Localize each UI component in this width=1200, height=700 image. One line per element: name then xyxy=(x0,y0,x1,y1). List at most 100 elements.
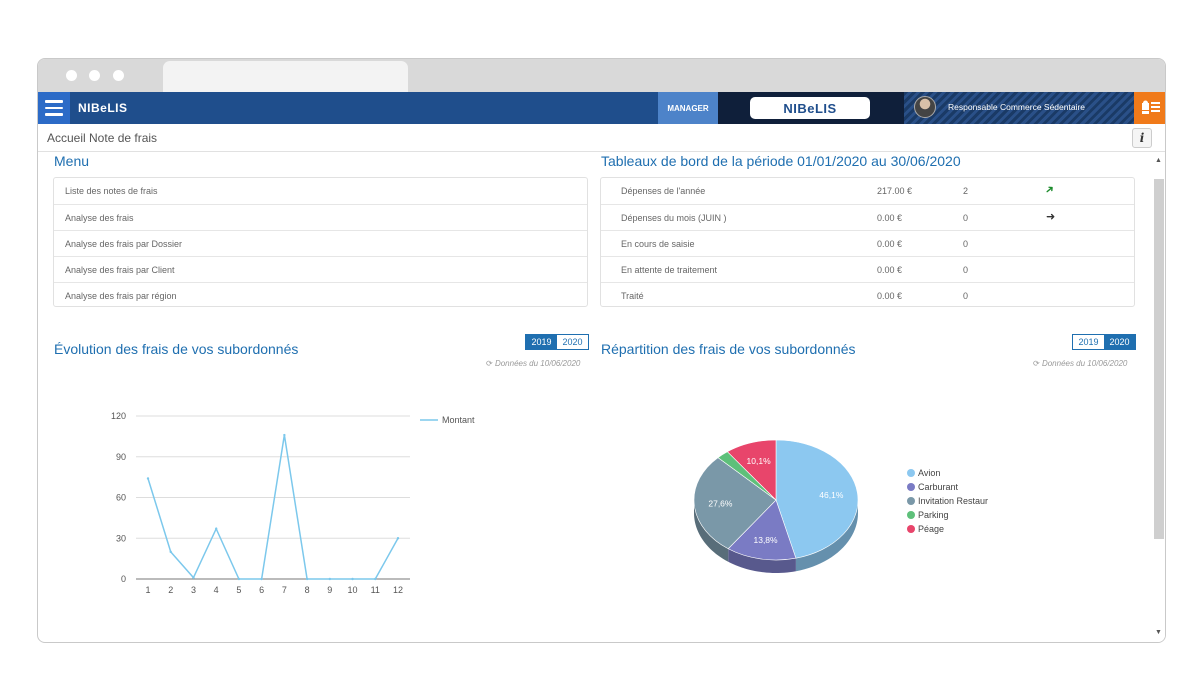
repartition-refresh-note[interactable]: ⟳ Données du 10/06/2020 xyxy=(1033,359,1127,368)
legend-label[interactable]: Péage xyxy=(918,524,944,534)
year-2019-button[interactable]: 2019 xyxy=(526,335,557,349)
data-point[interactable] xyxy=(214,527,218,530)
x-tick-label: 4 xyxy=(214,585,219,595)
data-point[interactable] xyxy=(396,537,400,540)
evolution-title: Évolution des frais de vos subordonnés xyxy=(54,341,299,357)
data-point[interactable] xyxy=(374,577,377,581)
data-point[interactable] xyxy=(283,433,286,437)
x-tick-label: 7 xyxy=(282,585,287,595)
info-button[interactable]: i xyxy=(1132,128,1152,148)
data-point[interactable] xyxy=(260,577,263,581)
x-tick-label: 3 xyxy=(191,585,196,595)
year-2019-button[interactable]: 2019 xyxy=(1073,335,1104,349)
x-tick-label: 11 xyxy=(371,585,380,595)
row-label: Traité xyxy=(621,291,644,301)
window-dot-icon[interactable] xyxy=(89,70,100,81)
window-dot-icon[interactable] xyxy=(113,70,124,81)
contact-card-button[interactable] xyxy=(1134,92,1165,124)
data-point[interactable] xyxy=(237,577,241,581)
x-tick-label: 6 xyxy=(259,585,264,595)
menu-item-label: Analyse des frais par Dossier xyxy=(65,239,183,249)
pie-slice-label: 27,6% xyxy=(708,498,733,508)
x-tick-label: 2 xyxy=(168,585,173,595)
row-count: 0 xyxy=(963,213,969,223)
y-tick-label: 0 xyxy=(121,574,126,584)
repartition-year-toggle: 2019 2020 xyxy=(1072,334,1136,350)
year-2020-button[interactable]: 2020 xyxy=(1104,335,1135,349)
dashboard-row[interactable]: Traité 0.00 € 0 xyxy=(601,282,1134,308)
legend-swatch xyxy=(907,469,915,477)
x-tick-label: 9 xyxy=(327,585,332,595)
pie-slice[interactable] xyxy=(727,499,797,561)
role-badge[interactable]: MANAGER xyxy=(658,92,718,124)
x-tick-label: 5 xyxy=(236,585,241,595)
legend-label[interactable]: Avion xyxy=(918,468,940,478)
evolution-refresh-note[interactable]: ⟳ Données du 10/06/2020 xyxy=(486,359,580,368)
evolution-year-toggle: 2019 2020 xyxy=(525,334,589,350)
dashboard-row[interactable]: En attente de traitement 0.00 € 0 xyxy=(601,256,1134,282)
data-point[interactable] xyxy=(169,550,172,554)
breadcrumb[interactable]: Accueil Note de frais xyxy=(47,131,158,145)
legend-label[interactable]: Parking xyxy=(918,510,949,520)
pie-chart: 46,1% 13,8% 27,6% 10,1% Avion Carburant Invita… xyxy=(693,439,988,573)
row-label: En cours de saisie xyxy=(621,239,695,249)
scroll-down-icon[interactable]: ▼ xyxy=(1155,629,1162,636)
trend-flat-icon: ➜ xyxy=(1046,211,1056,223)
y-tick-label: 120 xyxy=(111,411,126,421)
menu-item[interactable]: Analyse des frais par Dossier xyxy=(54,230,587,256)
data-point[interactable] xyxy=(146,477,150,480)
row-label: En attente de traitement xyxy=(621,265,718,275)
pie-slice[interactable] xyxy=(693,457,777,550)
year-2020-button[interactable]: 2020 xyxy=(557,335,588,349)
pie-slice-label: 46,1% xyxy=(819,490,844,500)
data-point[interactable] xyxy=(328,577,332,581)
y-tick-label: 90 xyxy=(116,452,126,462)
menu-item-label: Liste des notes de frais xyxy=(65,186,158,196)
legend-swatch xyxy=(907,497,915,505)
legend-swatch xyxy=(907,525,915,533)
row-amount: 0.00 € xyxy=(877,213,903,223)
avatar xyxy=(914,96,936,118)
browser-chrome xyxy=(38,59,1165,92)
contact-card-icon xyxy=(1141,100,1160,114)
x-tick-label: 8 xyxy=(305,585,310,595)
hamburger-menu-icon[interactable] xyxy=(38,92,70,124)
pie-slice[interactable] xyxy=(726,439,777,501)
data-point[interactable] xyxy=(192,576,195,579)
dashboard-row[interactable]: En cours de saisie 0.00 € 0 xyxy=(601,230,1134,256)
dashboard-row[interactable]: Dépenses de l'année 217.00 € 2 ➜ xyxy=(601,178,1134,204)
dashboard-row[interactable]: Dépenses du mois (JUIN ) 0.00 € 0 ➜ xyxy=(601,204,1134,230)
y-tick-label: 30 xyxy=(116,533,126,543)
menu-item[interactable]: Analyse des frais par Client xyxy=(54,256,587,282)
legend-swatch xyxy=(907,483,915,491)
row-amount: 0.00 € xyxy=(877,265,903,275)
pie-slice-label: 10,1% xyxy=(747,456,772,466)
data-point[interactable] xyxy=(351,577,354,581)
window-dot-icon[interactable] xyxy=(66,70,77,81)
dashboard-title: Tableaux de bord de la période 01/01/202… xyxy=(601,153,961,169)
brand-logo[interactable]: NIBeLIS xyxy=(78,101,128,115)
menu-item-label: Analyse des frais par Client xyxy=(65,265,175,275)
user-profile[interactable]: Responsable Commerce Sédentaire xyxy=(904,92,1134,124)
brand-banner: NIBeLIS xyxy=(718,92,904,124)
pie-slice[interactable] xyxy=(775,439,859,559)
scrollbar[interactable]: ▲ ▼ xyxy=(1152,154,1165,642)
menu-title: Menu xyxy=(54,153,90,169)
y-tick-label: 60 xyxy=(116,493,126,503)
brand-logo-center: NIBeLIS xyxy=(750,97,870,119)
scroll-thumb[interactable] xyxy=(1154,179,1164,539)
legend-swatch xyxy=(907,511,915,519)
legend-label[interactable]: Invitation Restaurant xyxy=(918,496,988,506)
menu-item[interactable]: Analyse des frais par région xyxy=(54,282,587,308)
browser-window: NIBeLIS MANAGER NIBeLIS Responsable Comm… xyxy=(37,58,1166,643)
pie-slice-side xyxy=(694,500,729,562)
scroll-up-icon[interactable]: ▲ xyxy=(1155,157,1162,164)
series-line[interactable] xyxy=(147,434,399,580)
legend-label[interactable]: Carburant xyxy=(918,482,959,492)
row-count: 0 xyxy=(963,239,969,249)
menu-item[interactable]: Analyse des frais xyxy=(54,204,587,230)
data-point[interactable] xyxy=(305,577,309,581)
refresh-icon: ⟳ xyxy=(486,359,493,368)
menu-item[interactable]: Liste des notes de frais xyxy=(54,178,587,204)
browser-tab[interactable] xyxy=(163,61,408,92)
